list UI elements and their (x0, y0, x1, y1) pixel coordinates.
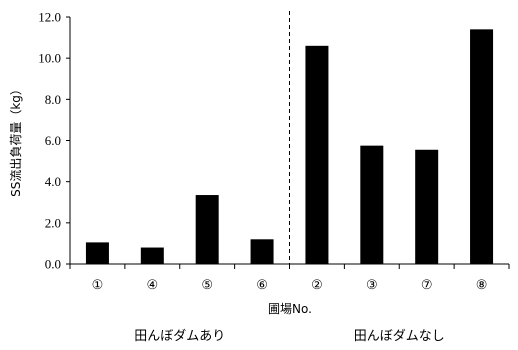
bar (85, 242, 109, 264)
x-tick-label: ⑤ (201, 277, 213, 292)
y-tick-label: 8.0 (45, 92, 61, 107)
bar (250, 239, 274, 264)
bar (195, 195, 219, 264)
x-tick-label: ④ (146, 277, 158, 292)
x-tick-label: ⑧ (476, 277, 488, 292)
y-axis-ticks: 0.0 2.0 4.0 6.0 8.0 10.0 12.0 (38, 10, 70, 272)
x-tick-label: ③ (366, 277, 378, 292)
y-tick-label: 12.0 (38, 10, 61, 25)
x-axis-title: 圃場No. (268, 302, 312, 316)
y-tick-label: 6.0 (45, 133, 61, 148)
x-tick-label: ⑥ (256, 277, 268, 292)
plot-area: 0.0 2.0 4.0 6.0 8.0 10.0 12.0 ① ④ ⑤ ⑥ ② ③ ⑦ ⑧ (38, 10, 510, 292)
bar (140, 247, 164, 264)
x-tick-label: ⑦ (421, 277, 433, 292)
x-tick-label: ① (92, 277, 104, 292)
y-tick-label: 4.0 (45, 174, 61, 189)
bar (305, 45, 329, 264)
group-label: 田んぼダムあり (134, 329, 225, 344)
bar (415, 149, 439, 264)
x-axis-ticks: ① ④ ⑤ ⑥ ② ③ ⑦ ⑧ (69, 264, 510, 292)
y-tick-label: 0.0 (45, 257, 61, 272)
y-tick-label: 10.0 (38, 51, 61, 66)
group-labels: 田んぼダムあり 田んぼダムなし (134, 329, 445, 344)
y-axis-title: SS流出負荷量（kg） (9, 83, 23, 197)
bar (470, 29, 494, 264)
group-label: 田んぼダムなし (354, 329, 445, 344)
y-tick-label: 2.0 (45, 215, 61, 230)
bar-series (85, 29, 494, 264)
x-tick-label: ② (311, 277, 323, 292)
bar (360, 145, 384, 264)
